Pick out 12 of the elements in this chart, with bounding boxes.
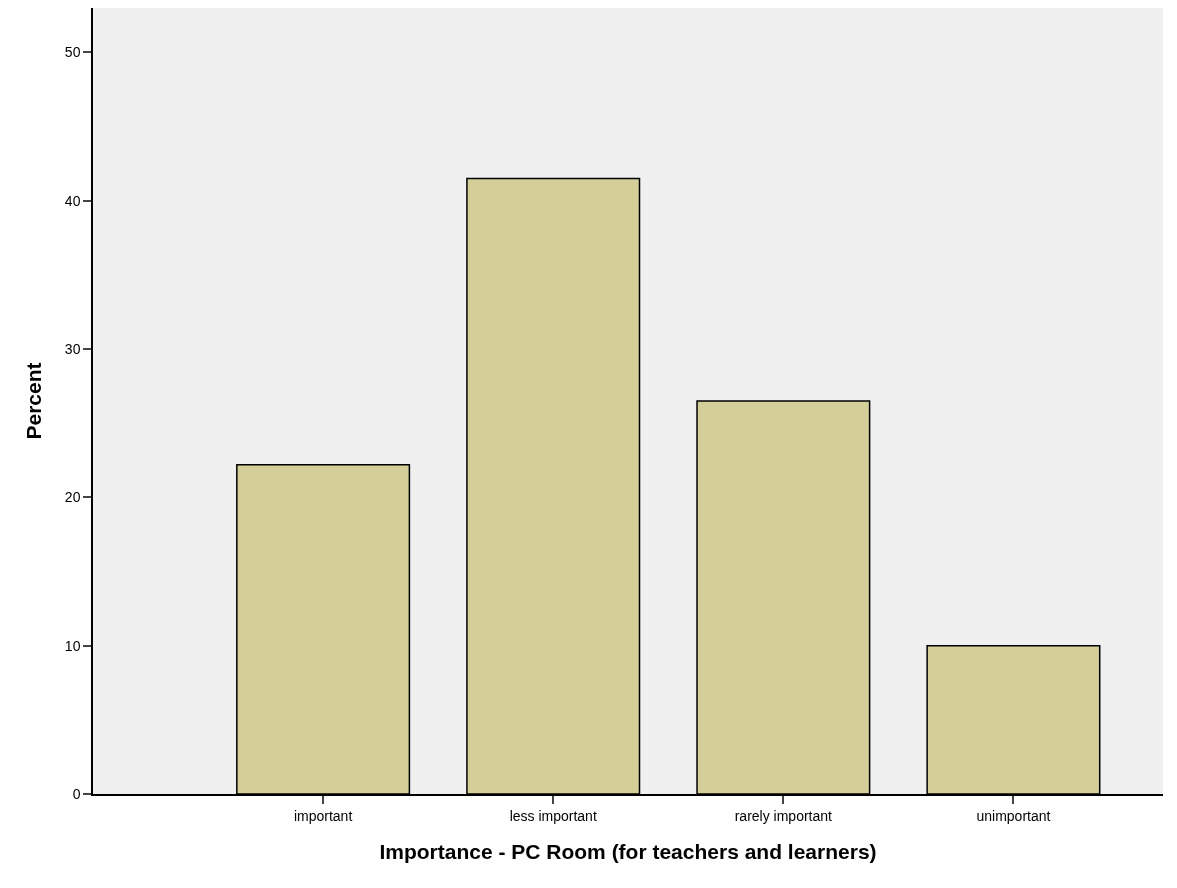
- y-tick-label: 50: [64, 44, 81, 61]
- y-tick-label: 20: [64, 489, 81, 506]
- x-tick-label: unimportant: [976, 807, 1051, 824]
- x-tick-label: less important: [509, 807, 597, 824]
- x-tick-label: important: [293, 807, 353, 824]
- y-tick-label: 40: [64, 192, 81, 209]
- x-tick-label: rarely important: [734, 807, 833, 824]
- y-tick-label: 10: [64, 637, 81, 654]
- y-tick-label: 0: [72, 785, 81, 802]
- x-axis-title: Importance - PC Room (for teachers and learners): [379, 840, 877, 864]
- y-tick-label: 30: [64, 340, 81, 357]
- y-axis-title: Percent: [21, 362, 45, 440]
